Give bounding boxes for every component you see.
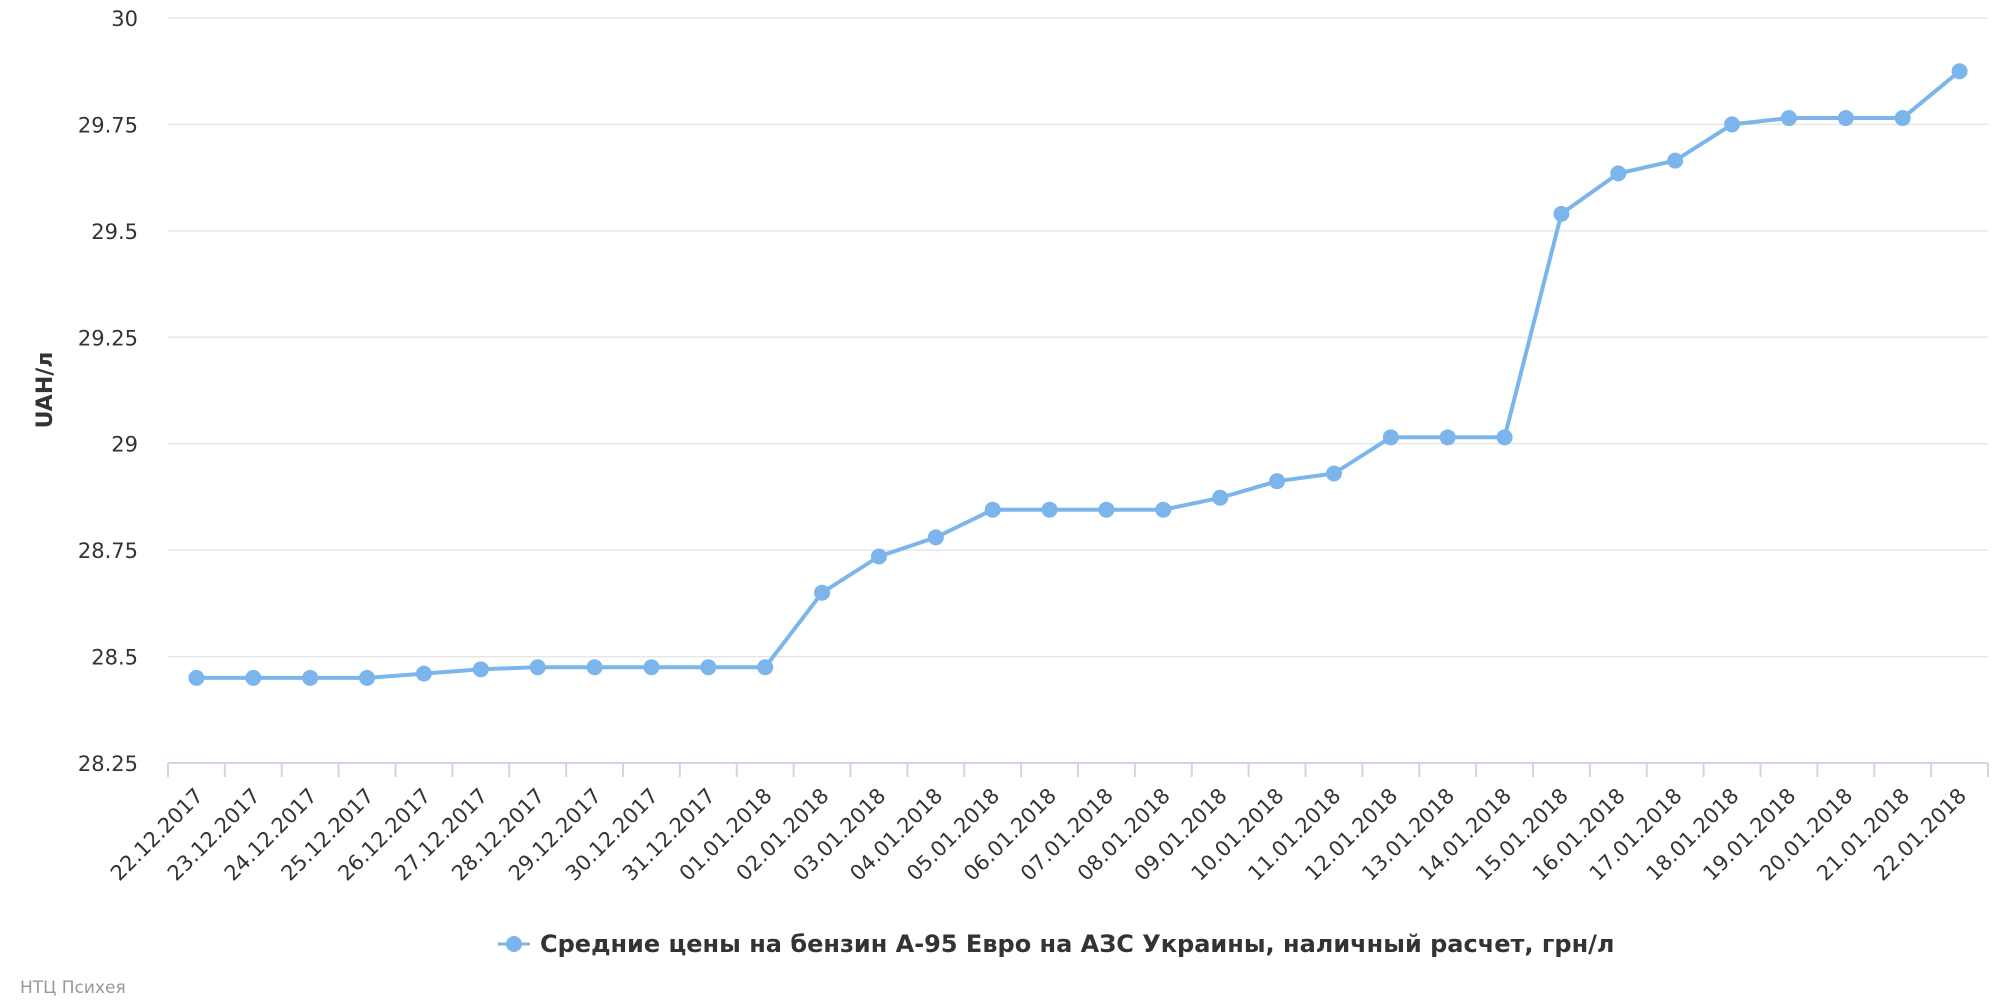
data-point[interactable] — [1837, 110, 1854, 127]
y-tick-label: 28.75 — [78, 539, 138, 563]
y-tick-label: 29.5 — [91, 220, 138, 244]
grid-lines — [168, 17, 1988, 658]
data-point[interactable] — [700, 659, 717, 676]
data-point[interactable] — [1382, 429, 1399, 446]
y-tick-label: 29 — [111, 433, 138, 457]
data-point[interactable] — [1496, 429, 1513, 446]
chart-credit[interactable]: НТЦ Психея — [20, 978, 126, 998]
y-tick-label: 29.25 — [78, 326, 138, 350]
data-point[interactable] — [586, 659, 603, 676]
data-point[interactable] — [1155, 501, 1172, 518]
data-point[interactable] — [302, 669, 319, 686]
data-point[interactable] — [472, 661, 489, 678]
x-tick-labels: 22.12.201723.12.201724.12.201725.12.2017… — [106, 784, 1971, 886]
data-point[interactable] — [1724, 116, 1741, 133]
data-point[interactable] — [1951, 63, 1968, 80]
y-axis-label: UAH/л — [33, 352, 58, 429]
data-point[interactable] — [927, 529, 944, 546]
data-point[interactable] — [1212, 489, 1229, 506]
y-axis: 28.25 28.5 28.75 29 29.25 29.5 29.75 30 — [78, 7, 138, 776]
data-point[interactable] — [984, 501, 1001, 518]
data-point[interactable] — [245, 669, 262, 686]
series-line — [194, 69, 1962, 680]
data-point[interactable] — [1269, 473, 1286, 490]
y-tick-label: 28.25 — [78, 752, 138, 776]
legend-label: Средние цены на бензин А-95 Евро на АЗС … — [540, 930, 1615, 958]
data-point[interactable] — [1041, 501, 1058, 518]
y-tick-label: 29.75 — [78, 113, 138, 137]
x-axis — [167, 762, 1989, 777]
data-point[interactable] — [1098, 501, 1115, 518]
series-layer — [188, 63, 1968, 686]
data-point[interactable] — [757, 659, 774, 676]
data-point[interactable] — [1610, 165, 1627, 182]
data-point[interactable] — [359, 669, 376, 686]
data-point[interactable] — [529, 659, 546, 676]
legend[interactable]: Средние цены на бензин А-95 Евро на АЗС … — [498, 930, 1615, 958]
data-point[interactable] — [643, 659, 660, 676]
data-point[interactable] — [1553, 205, 1570, 222]
data-point[interactable] — [1780, 110, 1797, 127]
data-point[interactable] — [1439, 429, 1456, 446]
data-point[interactable] — [1325, 465, 1342, 482]
data-point[interactable] — [188, 669, 205, 686]
data-point[interactable] — [1667, 152, 1684, 169]
y-tick-label: 28.5 — [91, 646, 138, 670]
y-tick-label: 30 — [111, 7, 138, 31]
data-point[interactable] — [814, 584, 831, 601]
data-point[interactable] — [870, 548, 887, 565]
data-point[interactable] — [415, 665, 432, 682]
data-point[interactable] — [1894, 110, 1911, 127]
legend-swatch-marker — [506, 936, 522, 952]
